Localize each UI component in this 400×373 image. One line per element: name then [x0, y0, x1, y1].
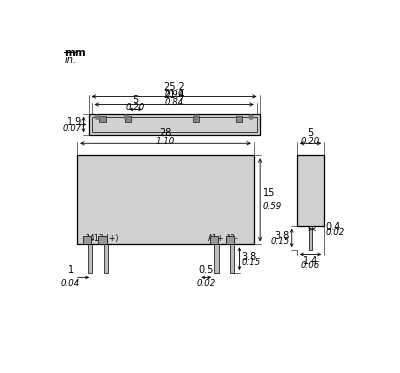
Text: 0.59: 0.59 [263, 203, 282, 211]
Text: 25.2: 25.2 [163, 82, 185, 92]
Bar [226, 236, 234, 244]
Text: 0.20: 0.20 [126, 103, 145, 112]
Circle shape [249, 115, 253, 119]
Text: 0.15: 0.15 [242, 258, 261, 267]
Bar [230, 244, 234, 273]
Bar [98, 236, 107, 244]
Text: 0.07: 0.07 [63, 124, 82, 133]
Bar [309, 226, 312, 250]
Bar [104, 244, 108, 273]
Circle shape [124, 115, 128, 119]
Circle shape [194, 115, 198, 119]
Bar [125, 116, 131, 122]
Bar [88, 244, 92, 273]
Bar [297, 155, 324, 226]
Text: 0.5: 0.5 [198, 265, 214, 275]
Text: 5: 5 [308, 128, 314, 138]
Text: in.: in. [64, 55, 76, 65]
Bar [89, 114, 260, 135]
Text: 15: 15 [263, 188, 275, 198]
Text: 0.02: 0.02 [326, 228, 345, 236]
Bar [77, 155, 254, 244]
Text: 0.02: 0.02 [196, 279, 216, 288]
Bar [210, 236, 218, 244]
Text: 0.06: 0.06 [301, 261, 320, 270]
Text: 0.20: 0.20 [301, 137, 320, 145]
Text: 14: 14 [85, 234, 95, 243]
Text: 0.4: 0.4 [326, 222, 341, 232]
Bar [236, 116, 242, 122]
Text: 0.15: 0.15 [271, 237, 290, 246]
Text: 5: 5 [132, 95, 139, 105]
Bar [214, 244, 218, 273]
Text: A2-: A2- [226, 234, 239, 243]
Text: A1+: A1+ [208, 234, 224, 243]
Text: 21.4: 21.4 [163, 90, 185, 100]
Bar [193, 116, 200, 122]
Text: 28: 28 [159, 128, 172, 138]
Bar [92, 116, 257, 132]
Text: 0.04: 0.04 [61, 279, 80, 288]
Text: mm: mm [64, 48, 86, 58]
Text: 13 (+): 13 (+) [94, 234, 118, 243]
Bar [82, 236, 91, 244]
Text: 1.4: 1.4 [303, 256, 318, 266]
Circle shape [95, 115, 99, 119]
Bar [99, 116, 106, 122]
Text: 1.9: 1.9 [67, 117, 82, 126]
Text: 3.8: 3.8 [242, 252, 257, 262]
Text: 0.99: 0.99 [164, 90, 184, 99]
Text: 1: 1 [68, 265, 74, 275]
Text: 3.8: 3.8 [275, 231, 290, 241]
Text: 0.84: 0.84 [164, 98, 184, 107]
Text: 1.10: 1.10 [156, 137, 175, 145]
